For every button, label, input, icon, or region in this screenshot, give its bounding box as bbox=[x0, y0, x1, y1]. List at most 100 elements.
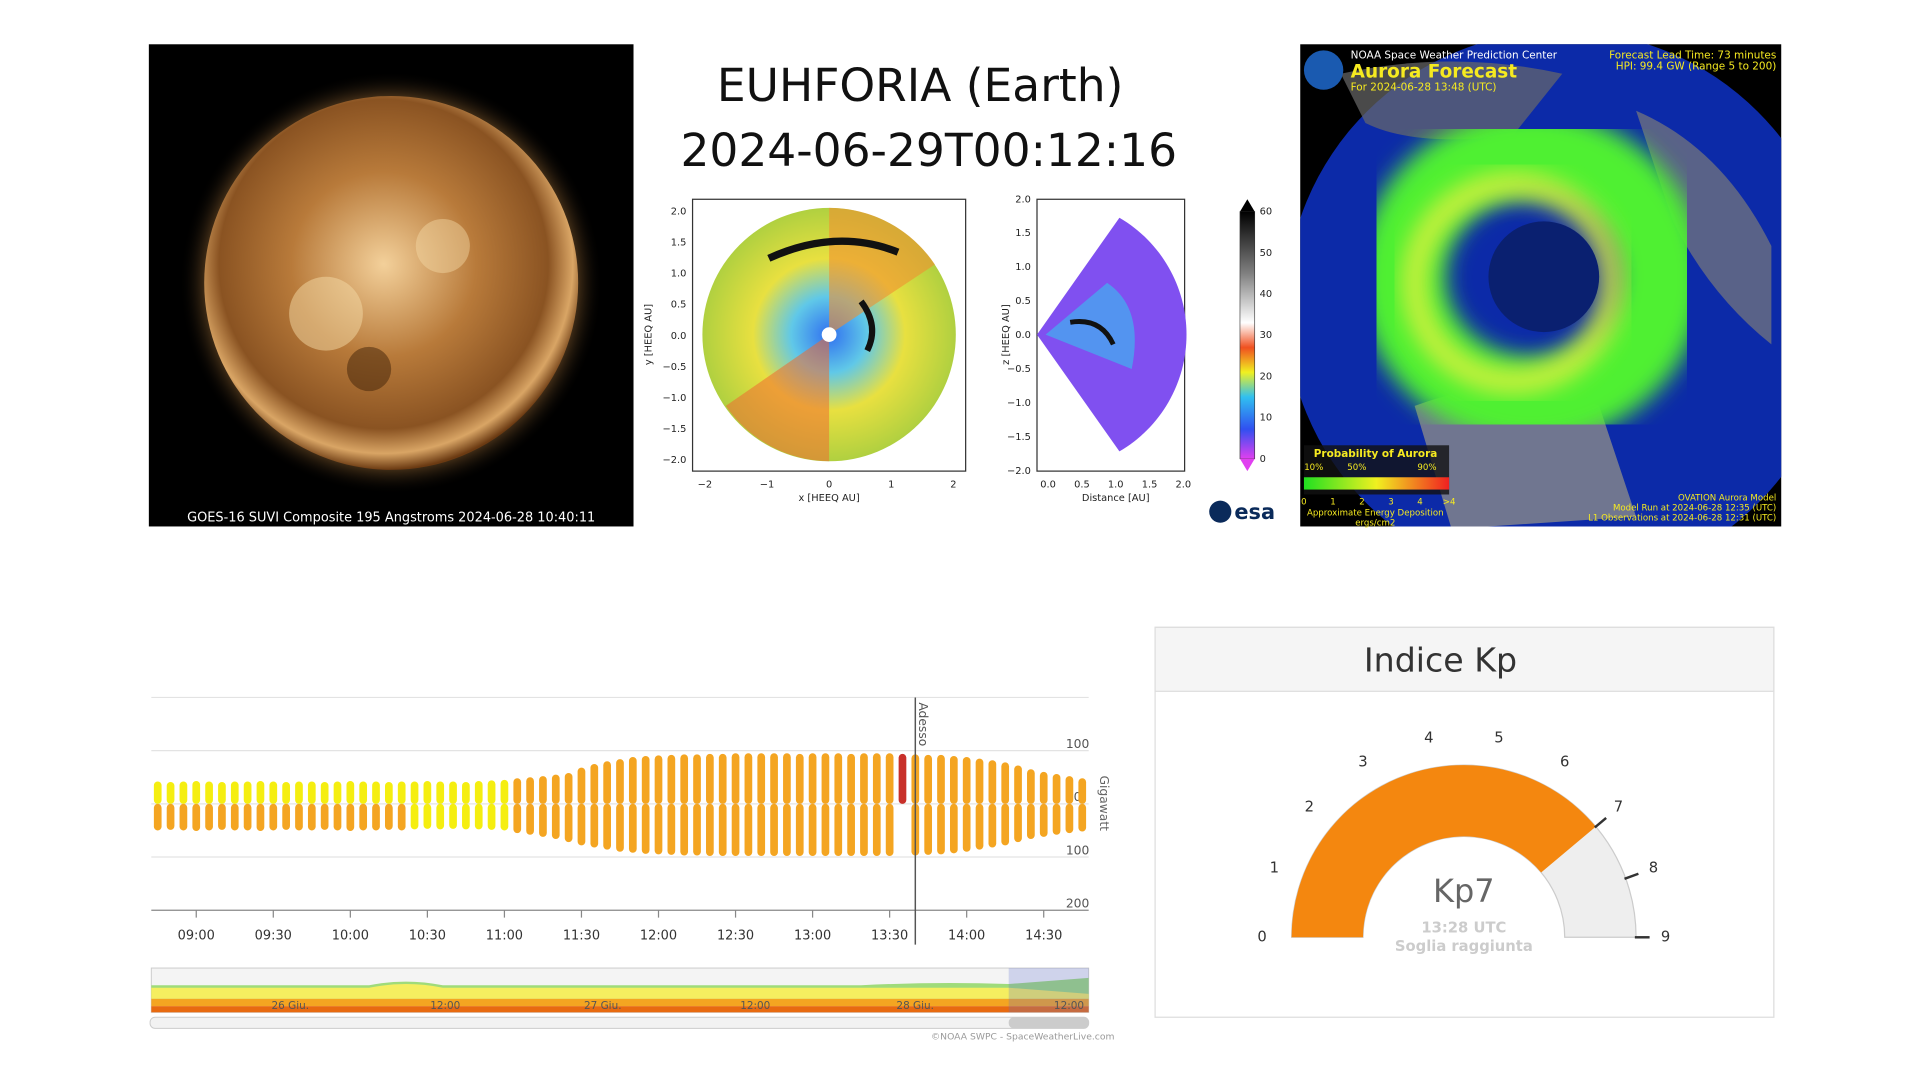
x-tick-label: 10:00 bbox=[332, 929, 369, 944]
sun-panel: GOES-16 SUVI Composite 195 Angstroms 202… bbox=[148, 44, 634, 527]
bar bbox=[551, 803, 560, 839]
gauge-tick-label: 6 bbox=[1560, 754, 1569, 771]
navigator-label: 27 Giu. bbox=[584, 1000, 622, 1012]
bar bbox=[988, 760, 997, 804]
bar bbox=[513, 803, 522, 834]
bar bbox=[397, 803, 406, 831]
bar bbox=[680, 803, 689, 856]
x-tick-label: 11:30 bbox=[563, 929, 600, 944]
bar bbox=[603, 803, 611, 850]
tick-label: 10 bbox=[1260, 413, 1273, 424]
gauge-tick bbox=[1594, 816, 1607, 829]
bar bbox=[937, 754, 945, 804]
bar bbox=[179, 781, 188, 804]
bar bbox=[577, 803, 586, 846]
legend-scale: >4 bbox=[1443, 497, 1456, 507]
tick-label: −1 bbox=[760, 480, 775, 491]
esa-logo: esa bbox=[1234, 500, 1275, 524]
hemispheric-power-chart: 26 Giu. 12:00 27 Giu. 12:00 28 Giu. 12:00 ©NO… bbox=[149, 696, 1115, 1042]
bar bbox=[243, 781, 252, 804]
bar bbox=[821, 753, 830, 804]
y-axis-title: Gigawatt bbox=[1097, 775, 1111, 831]
navigator-label: 28 Giu. bbox=[896, 1000, 934, 1012]
bar bbox=[385, 782, 393, 804]
bar bbox=[744, 803, 753, 856]
bar bbox=[860, 803, 868, 856]
x-tick-label: 12:30 bbox=[717, 929, 754, 944]
bar bbox=[218, 782, 226, 804]
bar bbox=[179, 803, 188, 831]
bar bbox=[860, 753, 868, 804]
bar bbox=[872, 753, 881, 804]
tick-label: 1 bbox=[888, 480, 894, 491]
bar bbox=[667, 754, 676, 804]
sun-caption: GOES-16 SUVI Composite 195 Angstroms 202… bbox=[187, 510, 595, 525]
bar bbox=[359, 803, 368, 831]
aurora-lead: Forecast Lead Time: 73 minutes bbox=[1609, 49, 1776, 61]
bar bbox=[1001, 803, 1010, 846]
tick-label: 1.0 bbox=[1015, 262, 1031, 273]
bar bbox=[1014, 765, 1022, 804]
bar bbox=[834, 803, 843, 856]
x-tick-label: 14:30 bbox=[1025, 929, 1062, 944]
x-tick-label: 09:00 bbox=[178, 929, 215, 944]
aurora-run: Model Run at 2024-06-28 12:35 (UTC) bbox=[1613, 504, 1776, 514]
legend-scale: 3 bbox=[1388, 497, 1393, 507]
bar bbox=[590, 803, 599, 848]
axis-label: z [HEEQ AU] bbox=[1001, 304, 1012, 365]
bar bbox=[333, 781, 342, 804]
gauge-subtitle: 13:28 UTC bbox=[1421, 920, 1506, 937]
bar bbox=[307, 781, 316, 804]
bar bbox=[641, 755, 650, 804]
bar bbox=[192, 803, 201, 831]
bar bbox=[706, 753, 714, 804]
bar bbox=[783, 803, 791, 856]
gauge-tick-label: 0 bbox=[1257, 928, 1266, 945]
bar bbox=[269, 781, 278, 804]
gauge-tick-label: 1 bbox=[1270, 859, 1279, 876]
tick-label: 0 bbox=[826, 480, 832, 491]
tick-label: −1.5 bbox=[1007, 432, 1031, 443]
y-tick-label: 100 bbox=[1066, 737, 1089, 751]
bar bbox=[462, 803, 470, 830]
bar bbox=[628, 757, 637, 804]
bar bbox=[385, 803, 393, 830]
bar bbox=[770, 803, 778, 856]
bar bbox=[667, 803, 676, 855]
tick-label: 2.0 bbox=[671, 207, 687, 218]
bar bbox=[500, 779, 509, 804]
bar bbox=[474, 780, 483, 804]
gauge-tick-label: 9 bbox=[1661, 928, 1670, 945]
aurora-title: Aurora Forecast bbox=[1351, 62, 1518, 83]
bar bbox=[526, 777, 534, 804]
bar bbox=[564, 772, 573, 804]
aurora-l1: L1 Observations at 2024-06-28 12:31 (UTC… bbox=[1588, 513, 1776, 523]
bar bbox=[1052, 774, 1061, 804]
gauge-tick bbox=[1624, 872, 1639, 880]
euhforia-time: 2024-06-29T00:12:16 bbox=[680, 124, 1177, 177]
tick-label: −1.0 bbox=[663, 393, 687, 404]
navigator-label: 12:00 bbox=[1054, 1000, 1084, 1012]
gauge-tick-label: 8 bbox=[1649, 859, 1658, 876]
bar bbox=[230, 803, 239, 831]
bar bbox=[757, 803, 766, 856]
bar bbox=[1039, 803, 1048, 837]
bar bbox=[295, 803, 303, 831]
tick-label: 0.5 bbox=[1015, 296, 1031, 307]
y-tick-label: 0 bbox=[1074, 790, 1082, 804]
bar bbox=[462, 782, 470, 804]
aurora-org: NOAA Space Weather Prediction Center bbox=[1351, 49, 1558, 61]
tick-label: 20 bbox=[1260, 371, 1273, 382]
bar bbox=[218, 803, 226, 830]
credit: ©NOAA SWPC - SpaceWeatherLive.com bbox=[931, 1031, 1115, 1042]
bar bbox=[795, 803, 804, 856]
gauge-tick-label: 7 bbox=[1614, 799, 1623, 816]
x-tick-label: 10:30 bbox=[409, 929, 446, 944]
bar bbox=[1014, 803, 1022, 843]
gauge-tick-label: 3 bbox=[1358, 754, 1367, 771]
bar bbox=[847, 803, 855, 856]
bar bbox=[551, 774, 560, 804]
bar bbox=[962, 757, 971, 804]
navigator-label: 12:00 bbox=[740, 1000, 770, 1012]
